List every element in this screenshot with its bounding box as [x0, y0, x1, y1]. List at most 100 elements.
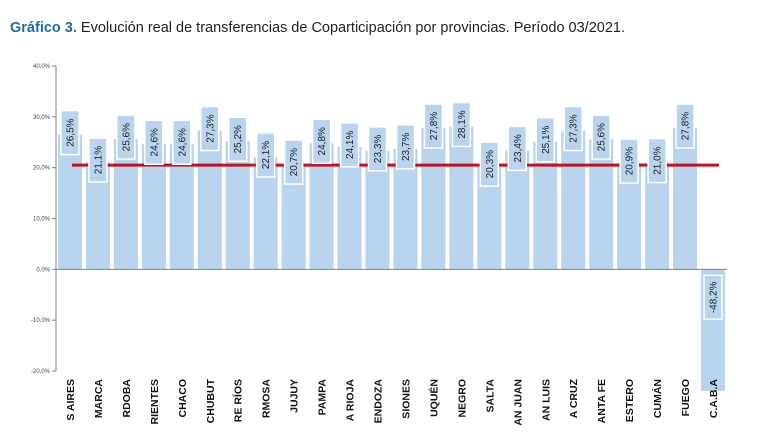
data-label: 25,1% [535, 116, 556, 163]
data-label-text: 21,1% [93, 146, 104, 174]
data-label-box [507, 125, 528, 172]
data-label-box [88, 137, 108, 183]
bar [561, 130, 586, 270]
data-label-text: 25,6% [121, 123, 132, 151]
data-label-text: 25,2% [233, 125, 244, 153]
data-label: 28,1% [451, 101, 472, 148]
data-label-box [395, 124, 416, 170]
data-label: 21,0% [647, 137, 667, 184]
category-label: FUEGO [680, 379, 692, 416]
data-label-text: 25,1% [541, 125, 552, 153]
data-label-text: 24,8% [317, 127, 328, 155]
data-label: 23,4% [507, 125, 528, 172]
data-label: 24,1% [339, 122, 360, 168]
bar [225, 141, 250, 270]
data-label-text: 21,0% [653, 146, 664, 174]
category-label: JUJUY [289, 379, 301, 413]
category-label: SALTA [484, 379, 496, 413]
data-label: 27,3% [200, 105, 220, 152]
bar [57, 134, 83, 270]
chart-title-lead: Gráfico 3. [10, 20, 77, 36]
data-label-box [563, 105, 583, 152]
bar [449, 126, 474, 270]
category-label: C.A.B.A [708, 379, 720, 419]
data-label-text: 20,9% [625, 147, 636, 175]
category-label: AN LUIS [540, 379, 552, 421]
data-label-box [227, 116, 248, 162]
data-label-box [647, 137, 667, 184]
data-label-box [144, 119, 164, 166]
data-label: 24,6% [144, 119, 164, 166]
category-label: A RIOJA [345, 379, 357, 422]
category-label: RIENTES [149, 379, 161, 425]
category-label: CHUBUT [205, 378, 217, 423]
data-label: 23,3% [367, 126, 388, 172]
data-label: 27,3% [563, 105, 583, 152]
category-label: ESTERO [624, 379, 636, 422]
category-label: CHACO [177, 379, 189, 418]
data-label: 25,6% [116, 114, 136, 160]
y-tick-label: -20,0% [31, 369, 51, 375]
data-label-box [200, 105, 220, 152]
category-label: NEGRO [456, 379, 468, 418]
data-label-text: 23,3% [373, 135, 384, 163]
data-label-text: 27,8% [681, 112, 692, 140]
data-label: 20,7% [283, 139, 304, 185]
data-label-text: -48,2% [709, 281, 720, 313]
data-label-box [311, 118, 332, 165]
y-tick-label: 0,0% [36, 267, 50, 273]
category-label: SIONES [400, 379, 412, 419]
data-label-box [172, 119, 192, 166]
y-tick-label: 30,0% [33, 115, 51, 121]
data-label-box [255, 132, 276, 178]
data-label-box [60, 109, 80, 156]
y-tick-label: 40,0% [33, 64, 51, 70]
chart-title: Gráfico 3. Evolución real de transferenc… [10, 20, 625, 36]
data-label-text: 23,7% [401, 133, 412, 161]
data-label-box [451, 101, 472, 148]
data-label: 20,3% [479, 141, 500, 187]
y-tick-label: 20,0% [33, 166, 51, 172]
data-label: -48,2% [703, 274, 723, 321]
bar [113, 139, 138, 270]
data-label: 22,1% [255, 132, 276, 178]
data-label-box [591, 114, 611, 160]
data-label-text: 24,1% [345, 131, 356, 159]
category-label: UQUÉN [427, 379, 440, 417]
data-label-box [423, 103, 444, 149]
bar [421, 128, 446, 270]
data-label: 24,8% [311, 118, 332, 165]
data-label: 27,8% [423, 103, 444, 149]
category-label: ANTA FE [596, 379, 608, 423]
category-label: MARCA [93, 379, 105, 418]
data-label-box [619, 138, 639, 184]
data-label-text: 26,5% [65, 118, 76, 146]
data-label-text: 22,1% [261, 141, 272, 169]
data-label-box [479, 141, 500, 187]
data-label-text: 25,6% [597, 123, 608, 151]
category-label: RDOBA [121, 379, 133, 418]
category-label: PAMPA [317, 379, 329, 416]
y-tick-label: 10,0% [33, 217, 51, 223]
bar [589, 139, 614, 270]
data-label-box [703, 274, 723, 321]
data-label-text: 20,7% [289, 148, 300, 176]
data-label: 20,9% [619, 138, 639, 184]
bar [533, 141, 558, 270]
category-label: CUMÁN [651, 379, 664, 418]
bar [197, 130, 222, 270]
category-label: RE RÍOS [232, 379, 245, 422]
data-label-text: 24,6% [149, 128, 160, 156]
data-label: 25,2% [227, 116, 248, 162]
data-label-text: 23,4% [513, 134, 524, 162]
y-tick-label: -10,0% [31, 318, 51, 324]
data-label-box [339, 122, 360, 168]
category-label: A CRUZ [568, 378, 580, 418]
bar [673, 128, 698, 270]
data-label-text: 27,3% [569, 114, 580, 142]
data-label-box [675, 103, 695, 149]
data-label-text: 20,3% [485, 150, 496, 178]
category-label: RMOSA [261, 379, 273, 419]
data-label-text: 28,1% [457, 110, 468, 138]
data-label-text: 27,8% [429, 112, 440, 140]
